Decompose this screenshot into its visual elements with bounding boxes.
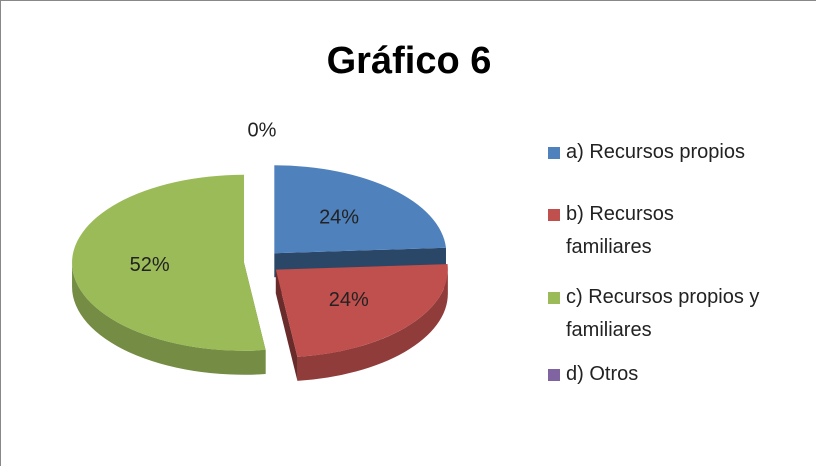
legend-item: c) Recursos propios y familiares xyxy=(548,281,806,347)
slice-side xyxy=(275,269,298,381)
legend-swatch xyxy=(548,147,560,159)
legend-label: d) Otros xyxy=(566,363,639,385)
legend-item: d) Otros xyxy=(548,358,806,391)
legend-swatch xyxy=(548,209,560,221)
legend-label: b) Recursos familiares xyxy=(566,203,674,258)
chart-title: Gráfico 6 xyxy=(326,40,492,82)
data-label: 0% xyxy=(248,120,277,142)
legend-label: c) Recursos propios y familiares xyxy=(566,286,760,341)
legend-item: b) Recursos familiares xyxy=(548,198,716,264)
slice-wall xyxy=(297,269,448,381)
legend-swatch xyxy=(548,369,560,381)
data-label: 24% xyxy=(319,206,359,228)
pie-slice xyxy=(275,264,448,357)
legend-swatch xyxy=(548,292,560,304)
data-label: 24% xyxy=(329,289,369,311)
data-label: 52% xyxy=(130,254,170,276)
legend-item: a) Recursos propios xyxy=(548,136,806,169)
pie-slice xyxy=(274,165,446,254)
legend-label: a) Recursos propios xyxy=(566,141,745,163)
pie-slice xyxy=(72,174,266,351)
slice-wall xyxy=(72,262,266,375)
